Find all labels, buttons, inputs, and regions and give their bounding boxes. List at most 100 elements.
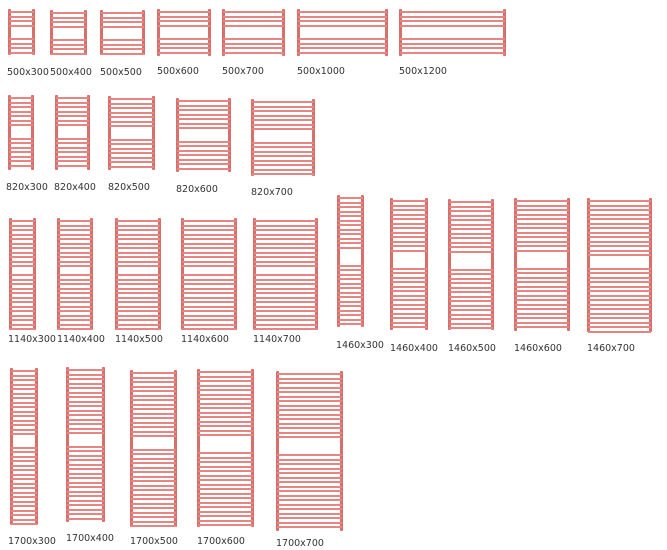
radiator-bar	[56, 151, 89, 153]
radiator-bar	[51, 43, 86, 46]
radiator-bar	[11, 451, 37, 453]
radiator-bar	[67, 504, 104, 506]
radiator-thumbnail[interactable]	[115, 218, 161, 330]
radiator-thumbnail[interactable]	[337, 195, 364, 327]
radiator-thumbnail[interactable]	[448, 199, 494, 330]
radiator-bar	[223, 24, 284, 27]
radiator-bar	[515, 276, 569, 279]
radiator-bar	[116, 283, 160, 285]
radiator-thumbnail[interactable]	[108, 96, 155, 170]
radiator-bar	[101, 25, 144, 28]
radiator-bar	[182, 323, 236, 326]
radiator-bar	[182, 238, 236, 240]
radiator-thumbnail[interactable]	[514, 198, 570, 331]
radiator-bar	[131, 403, 176, 406]
radiator-bar	[277, 526, 342, 528]
radiator-post	[208, 9, 211, 56]
radiator-bar	[338, 269, 363, 271]
radiator-bar	[298, 15, 387, 18]
radiator-bar	[449, 327, 493, 329]
radiator-bar	[298, 24, 387, 27]
radiator-bar	[9, 24, 34, 27]
radiator-bar	[116, 274, 160, 276]
radiator-thumbnail[interactable]	[57, 218, 93, 330]
radiator-bar	[109, 156, 154, 159]
radiator-bar	[515, 204, 569, 207]
radiator-bar	[254, 274, 317, 276]
radiator-bar	[338, 197, 363, 199]
radiator-thumbnail[interactable]	[399, 9, 506, 56]
radiator-thumbnail[interactable]	[390, 198, 428, 330]
radiator-bar	[449, 210, 493, 212]
radiator-bar	[198, 393, 253, 396]
radiator-bar	[11, 370, 37, 372]
radiator-bar	[198, 389, 253, 391]
radiator-thumbnail[interactable]	[157, 9, 211, 56]
radiator-bar	[277, 400, 342, 402]
radiator-bar	[198, 380, 253, 382]
radiator-bar	[177, 158, 230, 161]
radiator-thumbnail[interactable]	[276, 371, 343, 531]
radiator-bar	[11, 496, 37, 498]
radiator-thumbnail[interactable]	[50, 10, 87, 55]
radiator-bar	[338, 300, 363, 303]
size-label: 820x600	[176, 184, 218, 195]
radiator-thumbnail[interactable]	[181, 218, 237, 330]
size-label: 1140x600	[181, 334, 229, 345]
radiator-bar	[131, 462, 176, 464]
radiator-bar	[338, 201, 363, 204]
radiator-bar	[58, 278, 92, 281]
radiator-bar	[9, 11, 34, 13]
radiator-bar	[177, 154, 230, 156]
radiator-thumbnail[interactable]	[253, 218, 318, 330]
radiator-bar	[182, 314, 236, 317]
radiator-bar	[338, 233, 363, 235]
radiator-bar	[11, 428, 37, 431]
radiator-bar	[391, 209, 427, 211]
radiator-bar	[182, 319, 236, 321]
radiator-thumbnail[interactable]	[251, 99, 315, 176]
radiator-bar	[298, 11, 387, 13]
radiator-bar	[588, 330, 651, 333]
radiator-bar	[11, 478, 37, 480]
radiator-bar	[131, 475, 176, 478]
radiator-bar	[515, 285, 569, 288]
radiator-thumbnail[interactable]	[8, 9, 35, 55]
radiator-bar	[198, 510, 253, 513]
radiator-bar	[254, 229, 317, 231]
radiator-thumbnail[interactable]	[587, 198, 652, 333]
radiator-bar	[131, 516, 176, 518]
radiator-bar	[449, 322, 493, 325]
radiator-bar	[223, 38, 284, 40]
radiator-post	[399, 9, 402, 56]
radiator-thumbnail[interactable]	[10, 368, 38, 525]
radiator-bar	[177, 140, 230, 143]
radiator-post	[157, 9, 160, 56]
radiator-bar	[182, 292, 236, 294]
radiator-bar	[277, 472, 342, 474]
radiator-bar	[9, 15, 34, 18]
radiator-thumbnail[interactable]	[8, 95, 34, 170]
radiator-bar	[101, 16, 144, 19]
radiator-thumbnail[interactable]	[66, 367, 105, 522]
radiator-bar	[277, 386, 342, 389]
radiator-bar	[298, 51, 387, 54]
radiator-bar	[252, 128, 314, 130]
radiator-bar	[449, 313, 493, 316]
radiator-thumbnail[interactable]	[100, 10, 145, 55]
radiator-bar	[223, 20, 284, 22]
radiator-bar	[56, 155, 89, 158]
radiator-bar	[10, 256, 35, 258]
radiator-thumbnail[interactable]	[130, 370, 177, 527]
radiator-bar	[67, 499, 104, 502]
radiator-bar	[182, 278, 236, 281]
radiator-thumbnail[interactable]	[222, 9, 285, 56]
radiator-thumbnail[interactable]	[176, 98, 231, 172]
radiator-thumbnail[interactable]	[55, 95, 90, 170]
radiator-thumbnail[interactable]	[9, 218, 36, 330]
radiator-bar	[515, 272, 569, 274]
radiator-thumbnail[interactable]	[197, 369, 254, 527]
radiator-bar	[391, 303, 427, 306]
radiator-bar	[10, 310, 35, 312]
radiator-thumbnail[interactable]	[297, 9, 388, 56]
